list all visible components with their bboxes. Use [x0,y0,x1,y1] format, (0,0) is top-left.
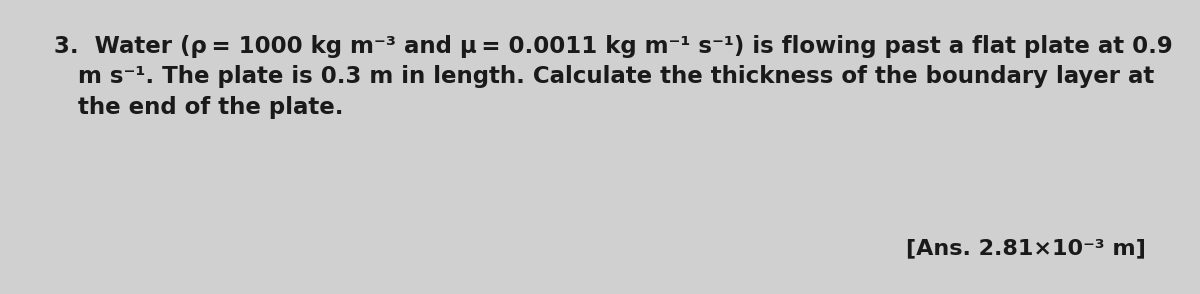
Text: 3.  Water (ρ = 1000 kg m⁻³ and μ = 0.0011 kg m⁻¹ s⁻¹) is flowing past a flat pla: 3. Water (ρ = 1000 kg m⁻³ and μ = 0.0011… [54,35,1172,119]
Text: [Ans. 2.81×10⁻³ m]: [Ans. 2.81×10⁻³ m] [906,239,1146,259]
